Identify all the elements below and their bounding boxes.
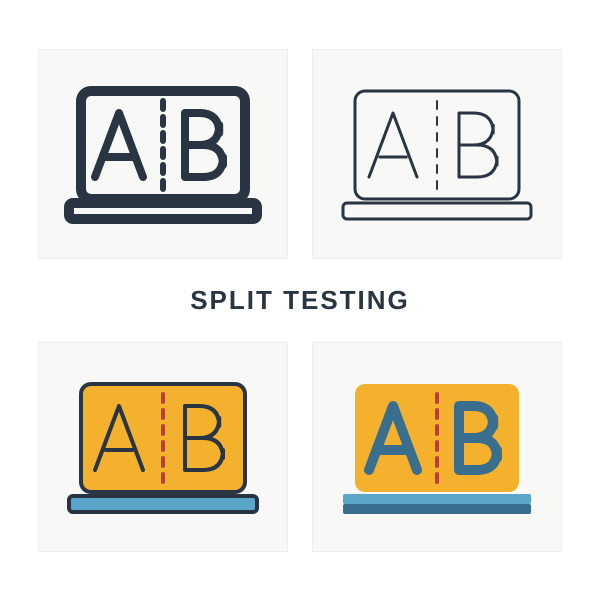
ab-laptop-icon — [63, 79, 263, 229]
page-title: SPLIT TESTING — [190, 285, 410, 316]
title-row: SPLIT TESTING — [190, 267, 410, 334]
card-outline-colored — [38, 342, 288, 552]
card-bold-outline — [38, 49, 288, 259]
icon-grid: SPLIT TESTING — [30, 49, 570, 552]
ab-laptop-icon — [337, 79, 537, 229]
ab-laptop-icon — [63, 372, 263, 522]
card-thin-outline — [312, 49, 562, 259]
card-flat — [312, 342, 562, 552]
ab-laptop-icon — [337, 372, 537, 522]
